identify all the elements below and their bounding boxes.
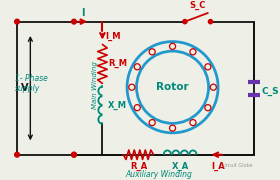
Text: X_A: X_A bbox=[172, 162, 189, 172]
Circle shape bbox=[72, 19, 76, 24]
Text: I_M: I_M bbox=[105, 32, 121, 41]
Circle shape bbox=[15, 152, 19, 157]
Text: X_M: X_M bbox=[108, 101, 127, 110]
Circle shape bbox=[15, 19, 19, 24]
Circle shape bbox=[208, 20, 213, 24]
Circle shape bbox=[183, 20, 187, 24]
Text: Circuit Globe: Circuit Globe bbox=[221, 163, 252, 168]
Text: Auxiliary Winding: Auxiliary Winding bbox=[126, 170, 193, 179]
Text: V: V bbox=[21, 83, 29, 93]
Text: I_A: I_A bbox=[211, 162, 225, 172]
Text: C_S: C_S bbox=[262, 86, 279, 96]
Text: R_A: R_A bbox=[130, 162, 147, 172]
Text: I: I bbox=[81, 8, 84, 18]
Text: R_M: R_M bbox=[108, 59, 127, 68]
Text: 1- Phase
supply: 1- Phase supply bbox=[15, 74, 48, 93]
Text: Main Winding: Main Winding bbox=[92, 61, 98, 109]
Text: Rotor: Rotor bbox=[156, 82, 189, 92]
Text: S_C: S_C bbox=[190, 1, 206, 10]
Circle shape bbox=[72, 152, 76, 157]
Circle shape bbox=[72, 152, 76, 157]
